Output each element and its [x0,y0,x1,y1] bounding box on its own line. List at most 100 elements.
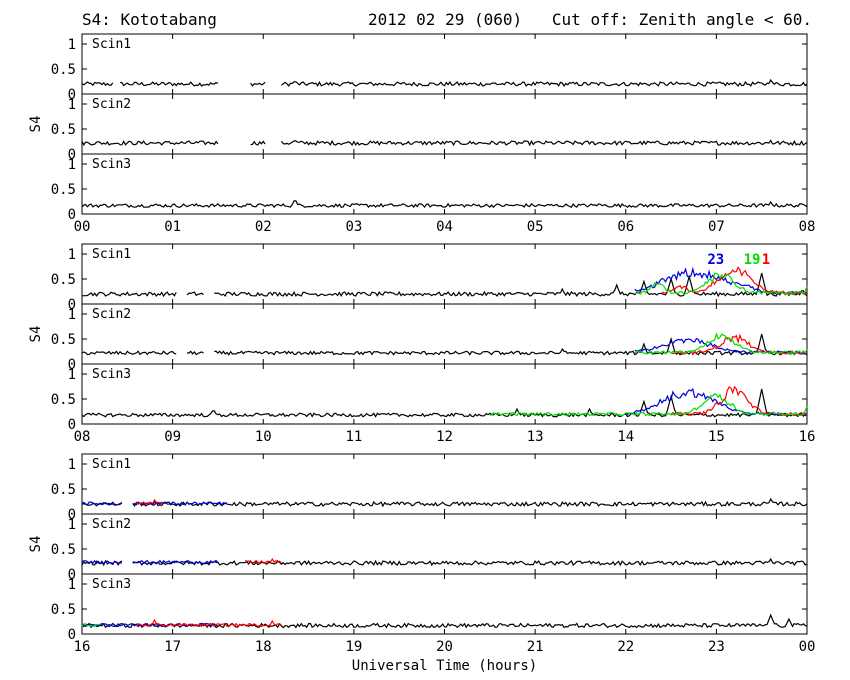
y-tick-label: 1 [68,577,76,593]
series-line [132,559,219,565]
panel-2-2: 0 0.5 1 Scin3 [51,573,808,643]
y-tick-label: 0.5 [51,62,76,78]
x-tick-label: 23 [708,639,725,655]
x-tick-label: 19 [345,639,362,655]
y-tick-label: 0.5 [51,482,76,498]
y-axis-label: S4 [28,116,44,133]
y-tick-label: 0.5 [51,602,76,618]
series-line [81,81,114,87]
y-tick-label: 0 [68,207,76,223]
series-line [250,140,266,146]
cutoff-note: Cut off: Zenith angle < 60. [551,10,812,29]
panel-label: Scin2 [92,97,131,112]
y-tick-label: 0 [68,357,76,373]
series-line [81,559,122,565]
series-line [244,557,282,564]
y-tick-label: 0.5 [51,182,76,198]
y-tick-label: 0 [68,147,76,163]
y-axis-label: S4 [28,326,44,343]
series-line [634,272,808,296]
series-line [281,78,808,87]
panel-0-1: 0 0.5 1 Scin2 [51,93,808,163]
panel-2-1: 0 0.5 1 Scin2 [51,513,808,583]
x-tick-label: 17 [164,639,181,655]
series-line [132,557,808,567]
panel-frame [81,243,808,305]
x-tick-label: 08 [74,429,91,445]
series-line [214,333,808,356]
panel-label: Scin3 [92,577,131,592]
x-tick-label: 09 [164,429,181,445]
panel-label: Scin2 [92,517,131,532]
y-tick-label: 0 [68,297,76,313]
panel-1-0: 0 0.5 1 Scin1 [51,243,808,313]
series-line [81,501,123,507]
series-line [81,350,177,356]
x-tick-label: 16 [799,429,816,445]
panel-frame [81,453,808,515]
series-line [81,291,177,298]
series-line [120,81,219,87]
x-tick-label: 00 [74,219,91,235]
series-line [132,497,808,508]
series-line [81,140,219,146]
series-line [81,388,808,418]
y-tick-label: 1 [68,457,76,473]
x-tick-label: 22 [617,639,634,655]
x-tick-label: 20 [436,639,453,655]
y-tick-label: 0 [68,567,76,583]
x-tick-label: 00 [799,639,816,655]
y-tick-label: 1 [68,367,76,383]
series-line [81,613,808,629]
panel-0-2: 0 0.5 1 Scin3 [51,153,808,223]
series-line [661,266,808,296]
x-tick-label: 01 [164,219,181,235]
series-line [186,291,204,297]
panel-2-0: 0 0.5 1 Scin1 [51,453,808,523]
y-tick-label: 1 [68,37,76,53]
panel-label: Scin2 [92,307,131,322]
y-axis-label: S4 [28,536,44,553]
x-tick-label: 15 [708,429,725,445]
x-tick-label: 03 [345,219,362,235]
x-tick-label: 02 [255,219,272,235]
y-tick-label: 0 [68,627,76,643]
satellite-label: 19 [744,252,761,268]
x-tick-label: 07 [708,219,725,235]
series-line [280,139,808,147]
series-line [634,266,808,296]
panel-label: Scin1 [92,37,131,52]
series-line [489,393,808,417]
y-tick-label: 1 [68,97,76,113]
y-tick-label: 0.5 [51,392,76,408]
x-tick-label: 06 [617,219,634,235]
x-tick-label: 10 [255,429,272,445]
x-tick-label: 14 [617,429,634,445]
panel-1-1: 0 0.5 1 Scin2 [51,303,808,373]
series-line [250,81,266,87]
satellite-label: 1 [762,252,770,268]
chart-title: S4: Kototabang [82,10,217,29]
satellite-label: 23 [707,252,724,268]
y-tick-label: 0.5 [51,542,76,558]
x-tick-label: 21 [527,639,544,655]
series-line [135,618,282,628]
y-tick-label: 0 [68,507,76,523]
y-tick-label: 1 [68,157,76,173]
x-tick-label: 05 [527,219,544,235]
chart-date: 2012 02 29 (060) [368,10,523,29]
x-tick-label: 13 [527,429,544,445]
series-line [81,622,219,628]
x-tick-label: 12 [436,429,453,445]
y-tick-label: 0.5 [51,272,76,288]
x-tick-label: 16 [74,639,91,655]
panel-frame [81,93,808,155]
x-tick-label: 18 [255,639,272,655]
y-tick-label: 1 [68,517,76,533]
series-line [81,501,123,506]
series-line [187,350,204,356]
x-tick-label: 04 [436,219,453,235]
panel-1-2: 0 0.5 1 Scin3 [51,363,808,433]
series-line [136,498,164,506]
